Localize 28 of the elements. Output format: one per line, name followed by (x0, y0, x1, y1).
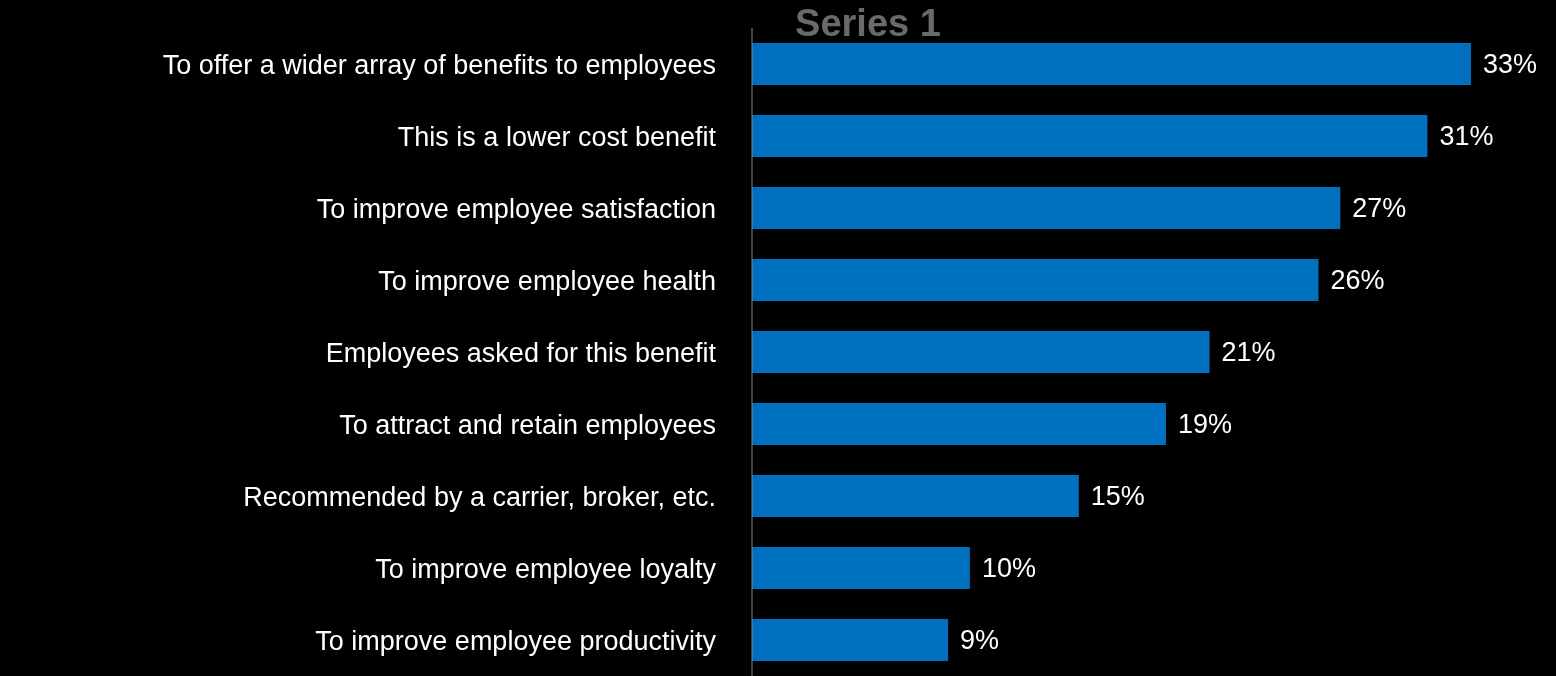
y-tick-label: To improve employee health (378, 265, 716, 296)
bar (752, 619, 949, 661)
data-label: 27% (1352, 193, 1407, 224)
data-label: 21% (1221, 337, 1276, 368)
data-label: 10% (981, 553, 1036, 584)
data-label: 33% (1483, 49, 1538, 80)
y-tick-label: To improve employee loyalty (375, 553, 717, 584)
data-label: 15% (1090, 481, 1145, 512)
bar (752, 115, 1428, 157)
data-label: 9% (960, 625, 1000, 656)
y-tick-label: To attract and retain employees (339, 409, 716, 440)
y-tick-label: This is a lower cost benefit (397, 121, 717, 152)
data-label: 26% (1330, 265, 1385, 296)
y-tick-label: Recommended by a carrier, broker, etc. (243, 481, 716, 512)
bar (752, 187, 1341, 229)
data-label: 31% (1439, 121, 1494, 152)
bar (752, 403, 1166, 445)
y-tick-label: To improve employee productivity (315, 625, 717, 656)
chart-title: Series 1 (795, 2, 941, 44)
y-tick-label: To offer a wider array of benefits to employees (162, 49, 716, 80)
data-label: 19% (1177, 409, 1233, 440)
bar (752, 259, 1319, 301)
bar (752, 547, 970, 589)
bar (752, 43, 1471, 85)
y-tick-label: Employees asked for this benefit (325, 337, 717, 368)
bar (752, 475, 1079, 517)
bar (752, 331, 1210, 373)
y-tick-label: To improve employee satisfaction (316, 193, 716, 224)
